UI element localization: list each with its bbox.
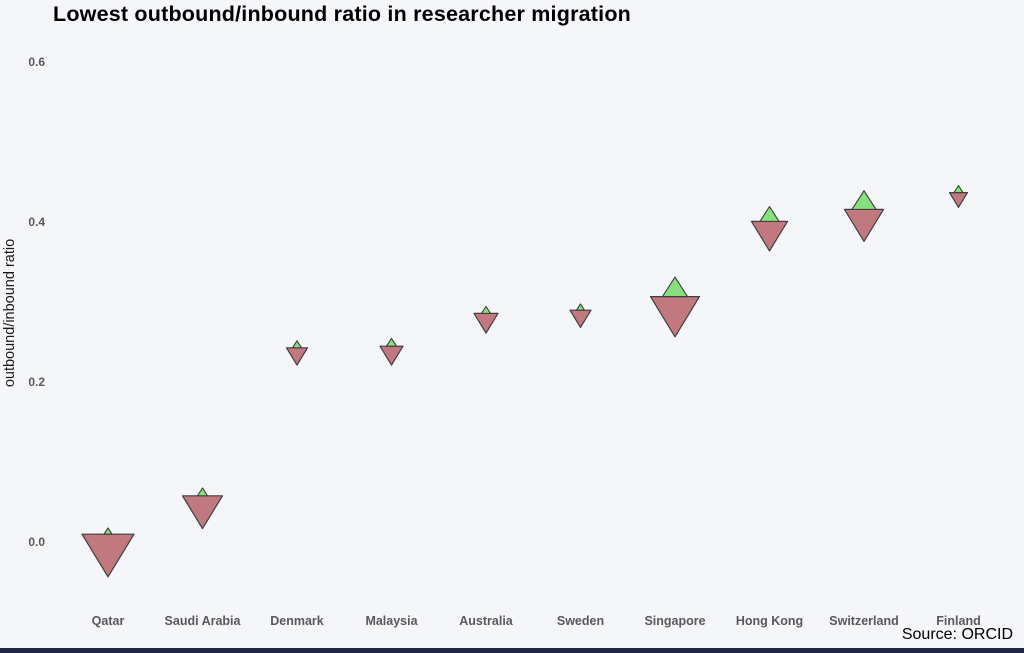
x-label-switzerland: Switzerland	[829, 614, 899, 628]
outbound-triangle-down-marker-finland	[948, 192, 969, 208]
y-tick-0.0: 0.0	[28, 535, 45, 549]
chart-title: Lowest outbound/inbound ratio in researc…	[53, 2, 631, 26]
x-label-hong-kong: Hong Kong	[735, 614, 804, 628]
outbound-triangle-down-marker-saudi-arabia	[181, 495, 224, 530]
inbound-triangle-up-marker-denmark	[291, 340, 303, 349]
footer-bar	[0, 648, 1024, 653]
y-tick-0.6: 0.6	[28, 55, 45, 69]
outbound-triangle-down-marker-hong-kong	[750, 220, 789, 252]
outbound-triangle-down-marker-sweden	[569, 309, 592, 329]
inbound-triangle-up-marker-australia	[480, 305, 492, 314]
y-tick-0.2: 0.2	[28, 375, 45, 389]
source-note: Source: ORCID	[901, 626, 1013, 643]
x-label-finland: Finland	[936, 614, 981, 628]
inbound-triangle-up-marker-singapore	[661, 276, 689, 298]
x-label-qatar: Qatar	[91, 614, 125, 628]
outbound-triangle-down-marker-switzerland	[843, 208, 885, 242]
outbound-triangle-down-marker-malaysia	[379, 345, 404, 366]
x-label-australia: Australia	[459, 614, 513, 628]
x-label-singapore: Singapore	[644, 614, 706, 628]
outbound-triangle-down-marker-singapore	[649, 296, 701, 338]
outbound-triangle-down-marker-denmark	[285, 347, 309, 366]
inbound-triangle-up-marker-qatar	[103, 527, 113, 535]
inbound-triangle-up-marker-hong-kong	[759, 206, 780, 222]
outbound-triangle-down-marker-australia	[473, 312, 499, 334]
x-label-saudi-arabia: Saudi Arabia	[164, 614, 241, 628]
inbound-triangle-up-marker-switzerland	[851, 190, 877, 210]
inbound-triangle-up-marker-saudi-arabia	[196, 487, 209, 497]
x-label-sweden: Sweden	[556, 614, 605, 628]
x-label-malaysia: Malaysia	[365, 614, 418, 628]
inbound-triangle-up-marker-sweden	[575, 303, 586, 311]
y-tick-0.4: 0.4	[28, 215, 45, 229]
inbound-triangle-up-marker-finland	[953, 185, 964, 194]
inbound-triangle-up-marker-malaysia	[385, 337, 398, 347]
x-label-denmark: Denmark	[270, 614, 324, 628]
outbound-triangle-down-marker-qatar	[81, 533, 135, 578]
